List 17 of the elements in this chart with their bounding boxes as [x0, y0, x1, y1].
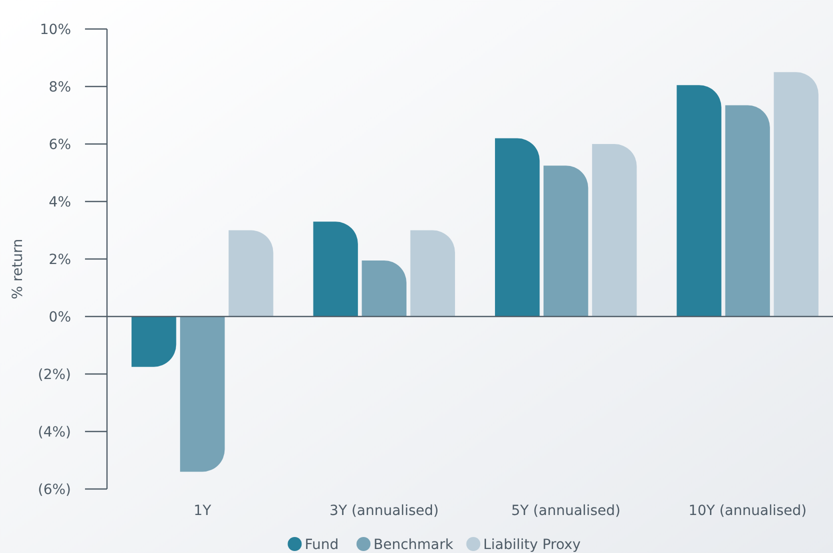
- legend-label: Liability Proxy: [483, 536, 581, 553]
- y-tick-label: 0%: [48, 309, 71, 326]
- legend-label: Fund: [304, 536, 339, 553]
- x-tick-label: 1Y: [194, 503, 212, 519]
- x-tick-label: 5Y (annualised): [511, 503, 620, 519]
- y-tick-label: 10%: [40, 22, 71, 38]
- y-tick-label: (4%): [38, 424, 71, 440]
- y-tick-label: 6%: [48, 136, 71, 153]
- x-tick-label: 3Y (annualised): [330, 503, 439, 519]
- legend-label: Benchmark: [374, 536, 454, 553]
- y-axis-title: % return: [10, 238, 26, 300]
- y-tick-label: 4%: [48, 194, 71, 210]
- y-tick-label: 2%: [48, 252, 71, 268]
- y-tick-label: (2%): [38, 366, 71, 383]
- x-tick-label: 10Y (annualised): [688, 503, 807, 519]
- y-tick-label: 8%: [48, 79, 71, 96]
- y-tick-label: (6%): [38, 482, 71, 498]
